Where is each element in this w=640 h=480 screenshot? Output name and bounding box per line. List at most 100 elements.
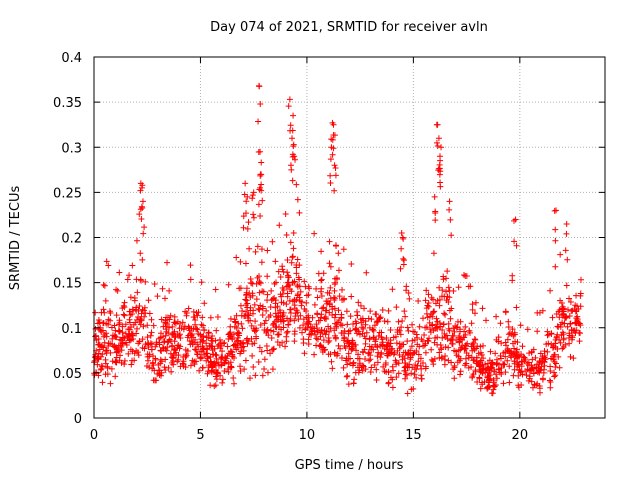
data-point xyxy=(252,248,259,255)
data-point xyxy=(122,321,129,328)
data-point xyxy=(286,96,293,103)
data-point xyxy=(356,360,363,367)
data-point xyxy=(136,319,143,326)
data-points xyxy=(91,82,585,397)
data-point xyxy=(396,352,403,359)
data-point xyxy=(139,344,146,351)
data-point xyxy=(257,172,264,179)
data-point xyxy=(544,328,551,335)
data-point xyxy=(285,274,292,281)
data-point xyxy=(564,323,571,330)
data-point xyxy=(293,181,300,188)
data-point xyxy=(213,370,220,377)
data-point xyxy=(309,314,316,321)
data-point xyxy=(404,338,411,345)
data-point xyxy=(212,286,219,293)
data-point xyxy=(493,361,500,368)
data-point xyxy=(335,342,342,349)
data-point xyxy=(149,360,156,367)
data-point xyxy=(411,349,418,356)
data-point xyxy=(440,273,447,280)
data-point xyxy=(402,313,409,320)
data-point xyxy=(558,312,565,319)
data-point xyxy=(446,206,453,213)
data-point xyxy=(536,369,543,376)
data-point xyxy=(314,325,321,332)
data-point xyxy=(244,311,251,318)
data-point xyxy=(326,260,333,267)
data-point xyxy=(409,337,416,344)
data-point xyxy=(436,319,443,326)
data-point xyxy=(162,332,169,339)
data-point xyxy=(461,345,468,352)
data-point xyxy=(138,184,145,191)
data-point xyxy=(530,384,536,391)
data-point xyxy=(117,336,124,343)
data-point xyxy=(441,330,448,337)
data-point xyxy=(224,343,231,350)
data-point xyxy=(509,326,516,333)
data-point xyxy=(331,162,338,169)
data-point xyxy=(294,196,301,203)
data-point xyxy=(276,307,283,314)
data-point xyxy=(109,341,116,348)
data-point xyxy=(240,224,247,231)
data-point xyxy=(425,338,432,345)
data-point xyxy=(269,238,276,245)
data-point xyxy=(343,355,350,362)
data-point xyxy=(164,259,171,266)
data-point xyxy=(327,351,334,358)
data-point xyxy=(463,273,470,280)
data-point xyxy=(423,310,430,317)
data-point xyxy=(487,348,494,355)
data-point xyxy=(129,348,136,355)
data-point xyxy=(218,354,225,361)
data-point xyxy=(116,317,123,324)
data-point xyxy=(193,346,200,353)
data-point xyxy=(193,325,200,332)
data-point xyxy=(423,324,430,331)
data-point xyxy=(332,332,339,339)
data-point xyxy=(454,359,461,366)
data-point xyxy=(154,293,161,300)
data-point xyxy=(126,272,133,279)
data-point xyxy=(135,352,142,359)
data-point xyxy=(259,311,266,318)
data-point xyxy=(284,315,291,322)
data-point xyxy=(227,364,234,371)
data-point xyxy=(403,283,410,290)
data-point xyxy=(408,343,415,350)
data-point xyxy=(439,327,446,334)
data-point xyxy=(502,339,509,346)
data-point xyxy=(199,314,206,321)
data-point xyxy=(289,135,296,142)
data-point xyxy=(323,300,330,307)
data-point xyxy=(459,336,466,343)
data-point xyxy=(126,316,133,323)
data-point xyxy=(247,317,254,324)
data-point xyxy=(171,313,178,320)
data-point xyxy=(377,343,384,350)
data-point xyxy=(95,341,102,348)
x-axis-label: GPS time / hours xyxy=(295,458,404,473)
data-point xyxy=(322,331,329,338)
data-point xyxy=(158,372,165,379)
data-point xyxy=(347,313,354,320)
data-point xyxy=(434,341,441,348)
data-point xyxy=(402,375,409,382)
data-point xyxy=(278,299,285,306)
data-point xyxy=(471,336,478,343)
data-point xyxy=(242,260,249,267)
data-point xyxy=(290,112,297,119)
data-point xyxy=(308,327,315,334)
data-point xyxy=(343,373,350,380)
data-point xyxy=(260,288,267,295)
data-point xyxy=(437,179,444,186)
data-point xyxy=(387,374,394,381)
data-point xyxy=(112,358,119,365)
data-point xyxy=(182,354,189,361)
data-point xyxy=(344,361,351,368)
data-point xyxy=(251,340,258,347)
data-point xyxy=(239,340,246,347)
data-point xyxy=(415,298,422,305)
